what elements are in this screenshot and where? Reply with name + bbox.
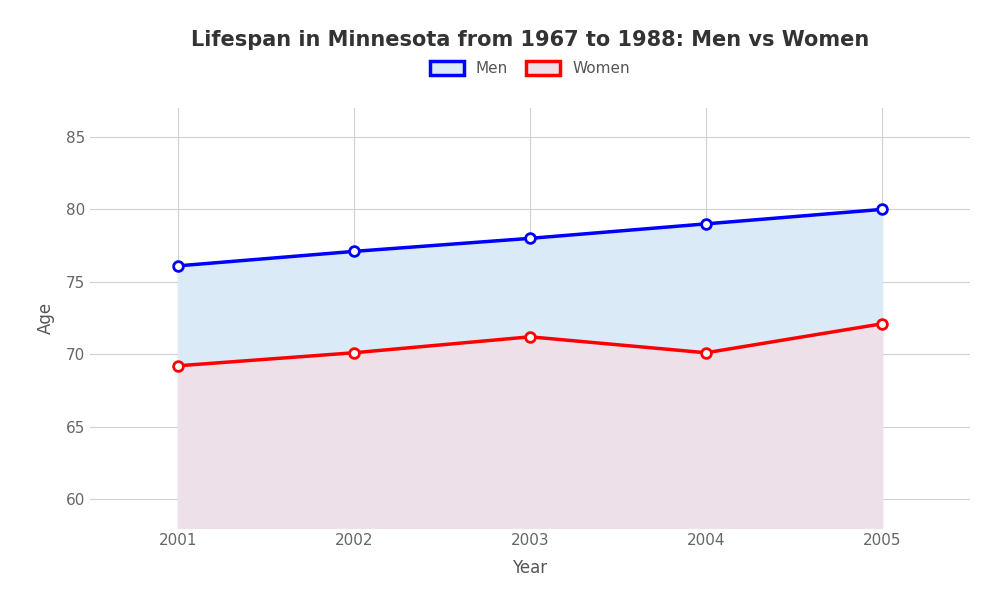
Title: Lifespan in Minnesota from 1967 to 1988: Men vs Women: Lifespan in Minnesota from 1967 to 1988:… <box>191 29 869 49</box>
Y-axis label: Age: Age <box>37 302 55 334</box>
X-axis label: Year: Year <box>512 559 548 577</box>
Legend: Men, Women: Men, Women <box>430 61 630 76</box>
